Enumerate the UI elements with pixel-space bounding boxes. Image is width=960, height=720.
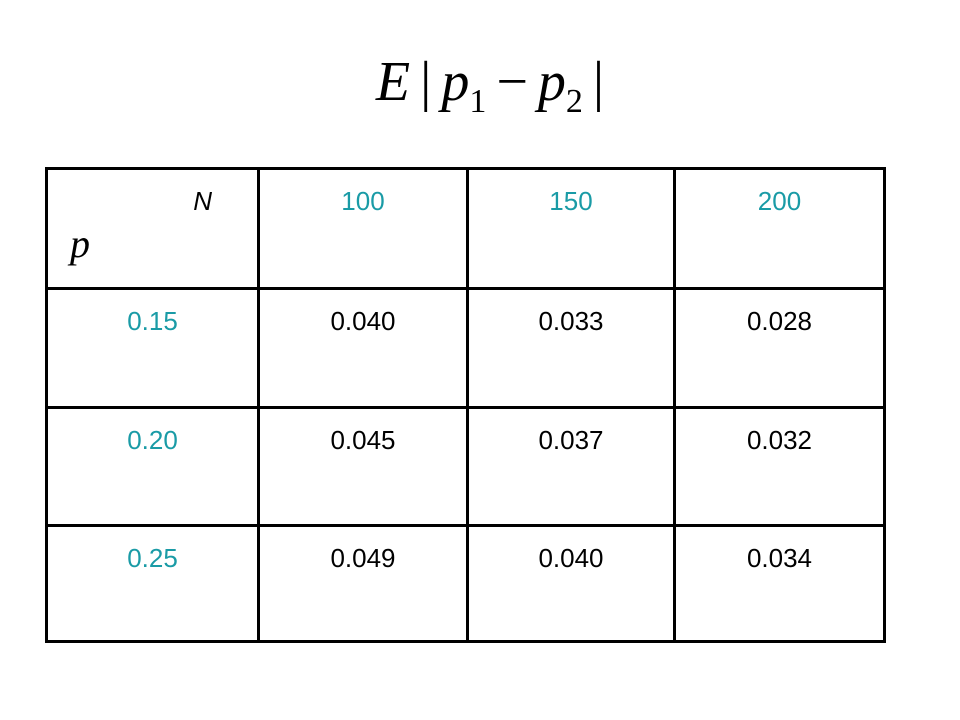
cell: 0.037 — [466, 406, 676, 527]
bar: | — [420, 51, 432, 113]
minus: − — [496, 51, 528, 113]
row-header: 0.15 — [45, 287, 260, 409]
cell: 0.045 — [257, 406, 469, 527]
table-row: 0.20 0.045 0.037 0.032 — [45, 406, 886, 527]
column-header: 200 — [673, 167, 886, 290]
cell: 0.033 — [466, 287, 676, 409]
table-row: 0.15 0.040 0.033 0.028 — [45, 287, 886, 409]
variable: p — [441, 51, 470, 113]
variable: p — [537, 51, 566, 113]
bar: | — [592, 51, 605, 113]
cell: 0.049 — [257, 524, 469, 643]
row-header: 0.20 — [45, 406, 260, 527]
expectation: E — [375, 51, 411, 113]
column-header: 150 — [466, 167, 676, 290]
column-variable: N — [193, 186, 212, 216]
cell: 0.040 — [466, 524, 676, 643]
cell: 0.040 — [257, 287, 469, 409]
subscript: 1 — [469, 83, 487, 120]
cell: 0.028 — [673, 287, 886, 409]
subscript: 2 — [565, 83, 583, 120]
cell: 0.032 — [673, 406, 886, 527]
row-variable: p — [70, 221, 90, 266]
column-header: 100 — [257, 167, 469, 290]
formula-title: E | p1− p2 | — [0, 50, 960, 121]
cell: 0.034 — [673, 524, 886, 643]
row-header: 0.25 — [45, 524, 260, 643]
table-row: 0.25 0.049 0.040 0.034 — [45, 524, 886, 643]
